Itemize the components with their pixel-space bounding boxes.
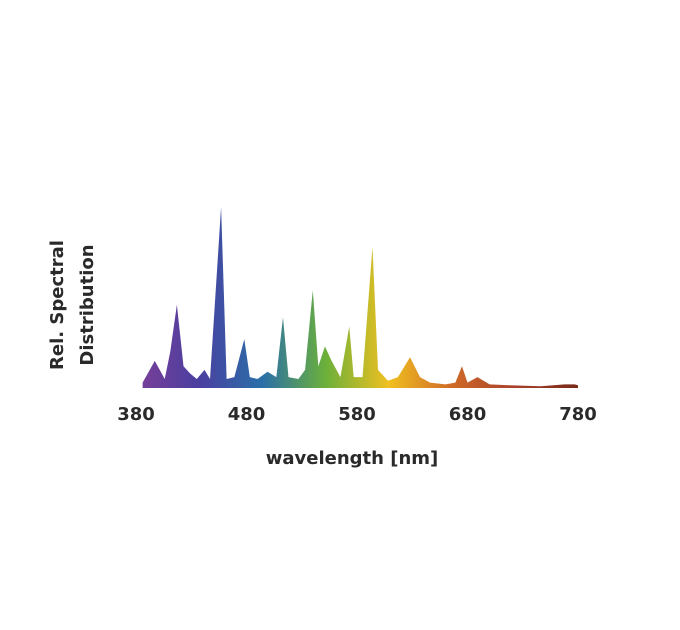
x-tick-label: 480 bbox=[228, 404, 266, 425]
x-tick-label: 580 bbox=[338, 404, 376, 425]
x-tick-label: 680 bbox=[449, 404, 487, 425]
y-axis-label: Rel. Spectral bbox=[47, 240, 68, 370]
y-axis-label: Distribution bbox=[77, 244, 98, 365]
spectrum-area bbox=[142, 207, 578, 388]
x-tick-label: 780 bbox=[559, 404, 597, 425]
x-tick-label: 380 bbox=[117, 404, 155, 425]
x-axis-label: wavelength [nm] bbox=[266, 448, 439, 469]
